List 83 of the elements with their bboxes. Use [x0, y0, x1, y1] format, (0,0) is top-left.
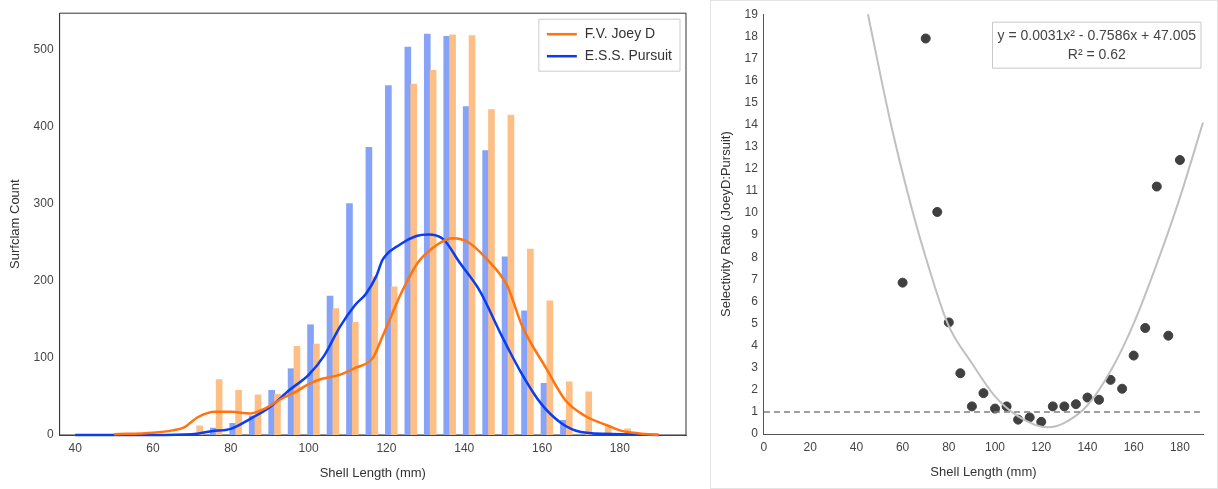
- y-tick-label: 19: [744, 6, 759, 21]
- point: [1094, 394, 1105, 405]
- point: [920, 33, 931, 44]
- point: [1105, 374, 1116, 385]
- point: [1059, 401, 1070, 412]
- point: [1128, 350, 1139, 361]
- x-tick-label: 120: [1031, 439, 1052, 454]
- point: [955, 368, 966, 379]
- x-tick-label: 180: [1169, 439, 1191, 454]
- x-tick-label: 40: [68, 440, 83, 455]
- x-tick-label: 80: [942, 439, 956, 454]
- point: [1151, 181, 1162, 192]
- x-tick-label: 120: [376, 440, 397, 455]
- y-tick-label: 300: [33, 195, 54, 210]
- annotation: R² = 0.62: [1067, 45, 1126, 62]
- annotation: y = 0.0031x² - 0.7586x + 47.005: [997, 26, 1197, 43]
- x-tick-label: 180: [609, 440, 631, 455]
- y-tick-label: 11: [745, 183, 759, 198]
- y-tick-label: 100: [33, 350, 54, 365]
- point: [1117, 383, 1128, 394]
- point: [932, 206, 943, 217]
- bar: [527, 248, 534, 435]
- bar: [410, 83, 417, 435]
- y-tick-label: 16: [744, 72, 759, 87]
- y-tick-label: 0: [751, 426, 759, 441]
- point: [966, 401, 977, 412]
- y-tick-label: 500: [33, 41, 54, 56]
- bar: [385, 85, 392, 435]
- y-axis-title: Selectivity Ratio (JoeyD:Pursuit): [718, 131, 734, 317]
- y-tick-label: 4: [751, 337, 759, 352]
- x-tick-label: 60: [146, 440, 160, 455]
- y-axis-title: Surfclam Count: [7, 178, 23, 269]
- y-tick-label: 6: [751, 293, 759, 308]
- x-tick-label: 80: [224, 440, 238, 455]
- x-tick-label: 40: [849, 439, 864, 454]
- y-tick-label: 8: [751, 249, 759, 264]
- y-tick-label: 7: [751, 271, 759, 286]
- bar: [313, 343, 320, 435]
- point: [1174, 155, 1185, 166]
- x-tick-label: 100: [298, 440, 319, 455]
- bar: [449, 34, 456, 435]
- y-tick-label: 2: [751, 382, 759, 397]
- y-tick-label: 17: [744, 50, 759, 65]
- bar: [346, 203, 353, 435]
- y-tick-label: 14: [744, 116, 759, 131]
- y-tick-label: 200: [33, 273, 54, 288]
- y-tick-label: 1: [751, 404, 759, 419]
- bar: [390, 286, 398, 435]
- point: [1070, 399, 1081, 410]
- bar: [371, 276, 379, 435]
- x-tick-label: 160: [1123, 439, 1145, 454]
- bar: [274, 393, 281, 435]
- legend-label: F.V. Joey D: [584, 25, 656, 42]
- x-axis-title: Shell Length (mm): [319, 464, 426, 480]
- y-tick-label: 15: [744, 94, 759, 109]
- point: [1047, 401, 1058, 412]
- y-tick-label: 3: [751, 360, 759, 375]
- point: [1024, 412, 1035, 423]
- x-tick-label: 140: [454, 440, 475, 455]
- point: [1082, 392, 1093, 403]
- y-tick-label: 400: [33, 118, 54, 133]
- y-tick-label: 12: [744, 161, 759, 176]
- point: [1163, 330, 1174, 341]
- legend-label: E.S.S. Pursuit: [584, 47, 673, 64]
- point: [1036, 416, 1047, 427]
- point: [1140, 322, 1151, 333]
- x-tick-label: 140: [1077, 439, 1098, 454]
- bar: [488, 109, 495, 435]
- point: [978, 388, 989, 399]
- point: [897, 277, 908, 288]
- x-tick-label: 100: [985, 439, 1006, 454]
- x-tick-label: 160: [532, 440, 553, 455]
- y-tick-label: 10: [744, 205, 759, 220]
- x-axis-title: Shell Length (mm): [930, 463, 1037, 479]
- x-tick-label: 60: [895, 439, 910, 454]
- bar: [351, 322, 359, 435]
- line-series: [866, 13, 1204, 429]
- y-tick-label: 0: [46, 427, 54, 442]
- y-tick-label: 18: [744, 28, 759, 43]
- x-tick-label: 20: [803, 439, 818, 454]
- y-tick-label: 5: [751, 315, 759, 330]
- y-tick-label: 9: [751, 227, 759, 242]
- y-tick-label: 13: [744, 139, 759, 154]
